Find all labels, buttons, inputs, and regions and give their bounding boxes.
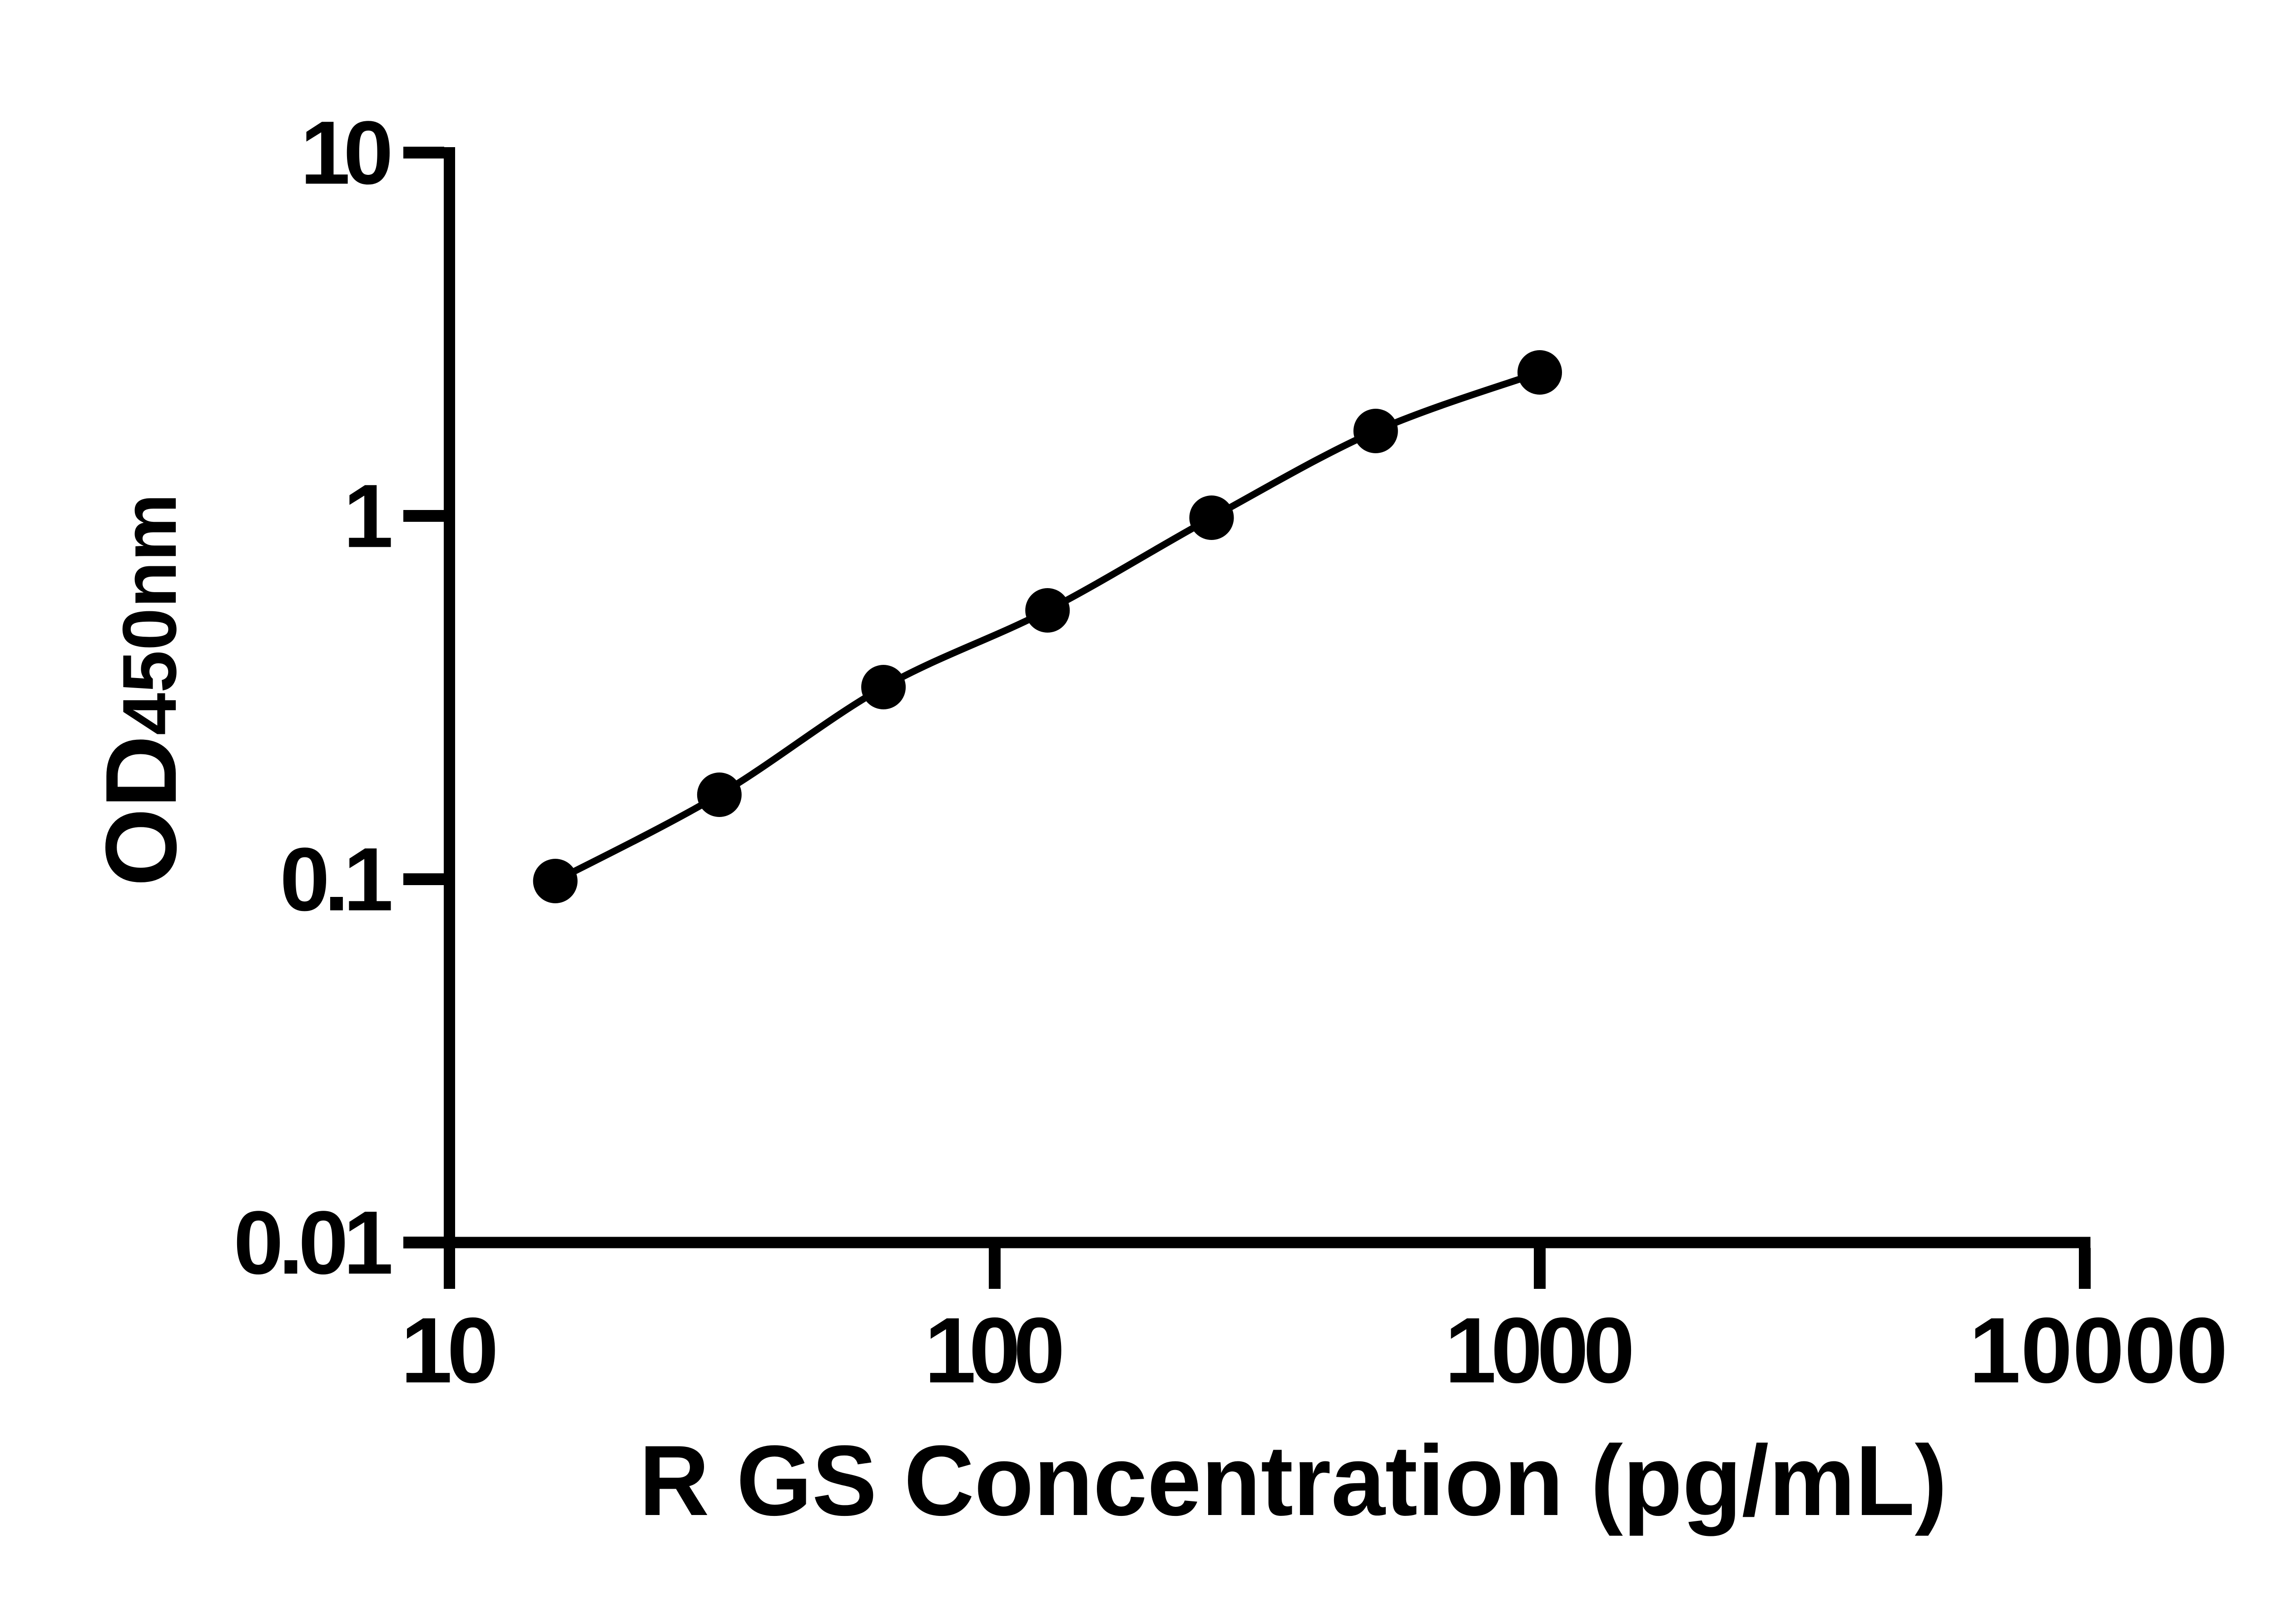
- svg-text:100: 100: [924, 1298, 1065, 1402]
- svg-text:10: 10: [300, 103, 393, 203]
- svg-text:0.01: 0.01: [233, 1193, 393, 1293]
- svg-text:R GS Concentration (pg/mL): R GS Concentration (pg/mL): [639, 1425, 1947, 1536]
- svg-text:1: 1: [343, 466, 393, 566]
- svg-text:10: 10: [401, 1298, 499, 1402]
- svg-text:OD450nm: OD450nm: [85, 494, 198, 886]
- svg-text:10000: 10000: [1969, 1298, 2228, 1402]
- svg-text:0.1: 0.1: [280, 829, 393, 930]
- svg-text:1000: 1000: [1445, 1298, 1635, 1402]
